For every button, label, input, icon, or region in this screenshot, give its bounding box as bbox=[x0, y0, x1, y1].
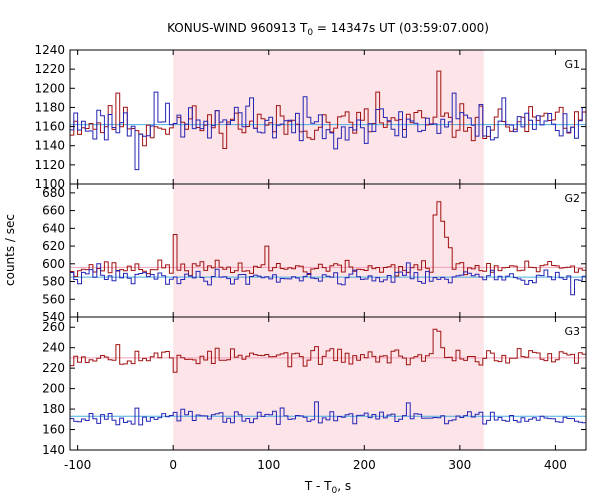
panel-frame-layer bbox=[69, 49, 587, 451]
y-tick-label: 600 bbox=[42, 257, 65, 271]
y-tick-label: 1140 bbox=[34, 139, 65, 153]
y-tick-label: 1120 bbox=[34, 158, 65, 172]
y-tick-label: 140 bbox=[42, 443, 65, 457]
series-red-g3 bbox=[70, 328, 586, 373]
y-tick-label: 220 bbox=[42, 361, 65, 375]
series-red-g1 bbox=[70, 70, 586, 149]
y-axis-label: counts / sec bbox=[3, 214, 17, 286]
y-tick-label: 160 bbox=[42, 423, 65, 437]
x-tick-label: 300 bbox=[448, 458, 471, 472]
shaded-interval bbox=[173, 317, 484, 450]
x-tick-label: 100 bbox=[257, 458, 280, 472]
y-tick-label: 540 bbox=[42, 310, 65, 324]
x-tick-label: -100 bbox=[64, 458, 91, 472]
y-tick-label: 620 bbox=[42, 239, 65, 253]
x-axis-label: T - T0, s bbox=[304, 479, 351, 496]
y-tick-label: 1220 bbox=[34, 62, 65, 76]
panel-frame bbox=[69, 316, 587, 451]
chart-title: KONUS-WIND 960913 T0 = 14347s UT (03:59:… bbox=[167, 21, 489, 38]
shade-layer bbox=[173, 50, 484, 450]
series-blue-g2 bbox=[70, 262, 586, 296]
y-tick-label: 240 bbox=[42, 341, 65, 355]
y-tick-label: 640 bbox=[42, 221, 65, 235]
series-blue-g3 bbox=[70, 401, 586, 426]
y-tick-label: 1200 bbox=[34, 81, 65, 95]
y-tick-label: 680 bbox=[42, 186, 65, 200]
y-tick-label: 260 bbox=[42, 320, 65, 334]
series-layer bbox=[70, 70, 586, 426]
y-tick-label: 1160 bbox=[34, 120, 65, 134]
x-tick-label: 400 bbox=[544, 458, 567, 472]
y-tick-label: 1240 bbox=[34, 43, 65, 57]
shaded-interval bbox=[173, 184, 484, 317]
panel-label-g2: G2 bbox=[564, 192, 580, 205]
y-tick-label: 200 bbox=[42, 382, 65, 396]
y-tick-label: 180 bbox=[42, 402, 65, 416]
y-tick-label: 580 bbox=[42, 275, 65, 289]
fit-line-layer bbox=[70, 124, 586, 417]
y-tick-label: 1100 bbox=[34, 177, 65, 191]
x-tick-label: 200 bbox=[353, 458, 376, 472]
tick-layer bbox=[70, 49, 586, 451]
series-red-g2 bbox=[70, 201, 586, 277]
y-tick-label: 560 bbox=[42, 292, 65, 306]
panel-label-g1: G1 bbox=[564, 58, 580, 71]
y-tick-label: 1180 bbox=[34, 100, 65, 114]
label-layer: 1100 1120 1140 1160 1180 1200 1220 1240 G1 540 560… bbox=[34, 43, 580, 472]
shaded-interval bbox=[173, 50, 484, 184]
y-tick-label: 660 bbox=[42, 204, 65, 218]
panel-label-g3: G3 bbox=[564, 325, 580, 338]
series-blue-g1 bbox=[70, 91, 586, 171]
x-tick-label: 0 bbox=[169, 458, 177, 472]
